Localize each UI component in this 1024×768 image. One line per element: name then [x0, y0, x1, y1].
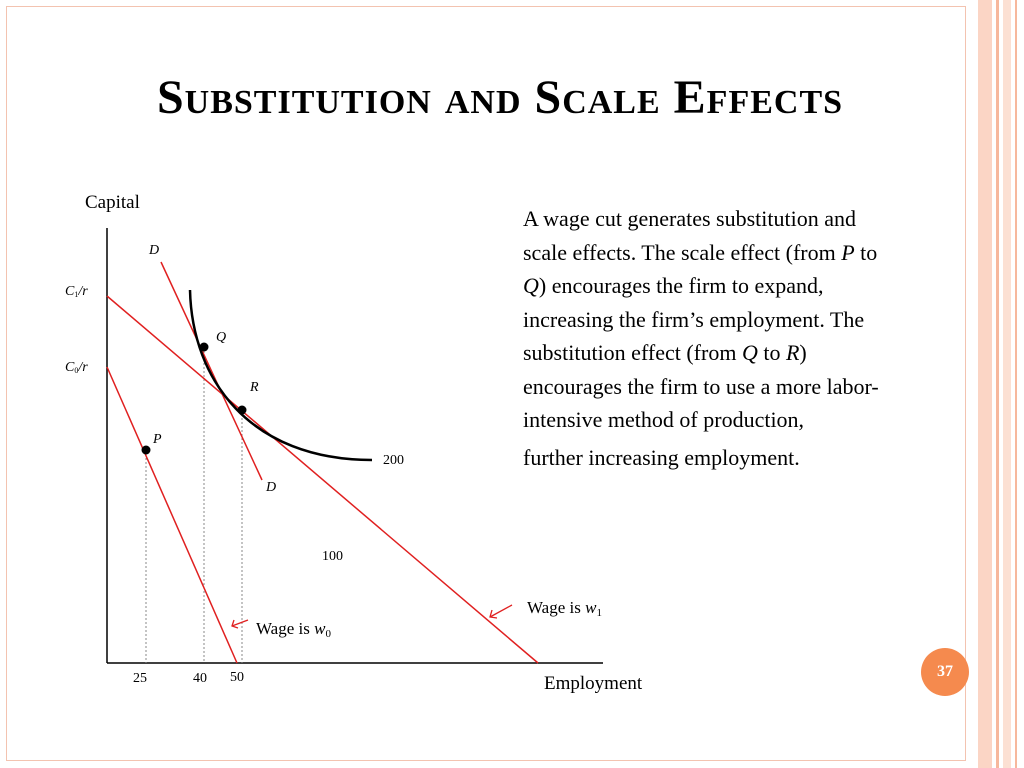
label-p: P — [152, 432, 162, 447]
point-p — [141, 445, 151, 455]
line-D — [160, 261, 263, 481]
y-axis-label: Capital — [85, 192, 140, 213]
wage-label-w1: Wage is w1 — [527, 598, 602, 619]
isocost-w1 — [106, 295, 539, 664]
arrow-w1-line — [489, 604, 513, 618]
slide-title: Substitution and Scale Effects — [156, 71, 844, 124]
y-tick-c1: C1/r — [65, 284, 88, 299]
arrow-w0-line — [231, 619, 249, 627]
stripe-4 — [1015, 0, 1017, 768]
point-q — [199, 342, 209, 352]
x-tick-50: 50 — [230, 670, 244, 685]
label-d-top: D — [148, 243, 159, 258]
isoquant-label-100: 100 — [322, 549, 343, 564]
isocost-w0 — [106, 366, 238, 664]
slide-frame — [6, 6, 966, 761]
stripe-3 — [1003, 0, 1011, 768]
slide-number-badge: 37 — [921, 648, 969, 696]
arrow-w0-head — [231, 619, 239, 629]
x-axis-label: Employment — [544, 673, 643, 694]
x-tick-40: 40 — [193, 671, 207, 686]
point-r — [237, 405, 247, 415]
stripe-2 — [996, 0, 999, 768]
stripe-1 — [978, 0, 992, 768]
wage-label-w0: Wage is w0 — [256, 619, 331, 640]
x-tick-25: 25 — [133, 671, 147, 686]
isoquant-label-200: 200 — [383, 453, 404, 468]
arrow-w1-head — [489, 609, 498, 619]
decorative-stripes — [968, 0, 1024, 768]
label-d-bottom: D — [265, 480, 276, 495]
y-tick-c0: C0/r — [65, 360, 88, 375]
explanation-paragraph: A wage cut generates substitution and sc… — [523, 206, 879, 470]
isoquant-200 — [188, 289, 373, 462]
label-r: R — [249, 380, 259, 395]
label-q: Q — [216, 330, 226, 345]
